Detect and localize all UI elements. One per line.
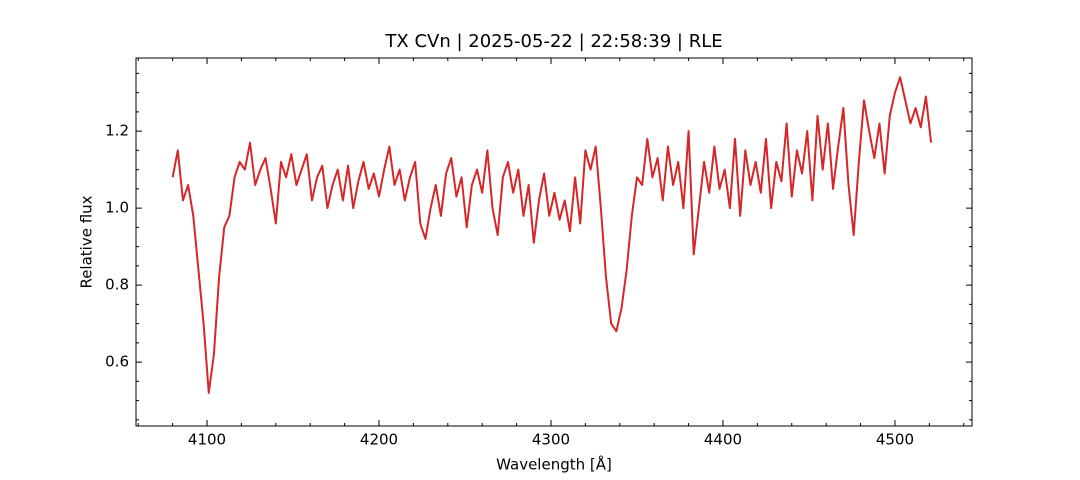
x-tick-label: 4500 [876,431,914,449]
x-tick-label: 4400 [704,431,742,449]
x-tick-label: 4200 [360,431,398,449]
x-tick-label: 4100 [188,431,226,449]
y-tick-label: 1.0 [105,199,129,217]
y-tick-label: 0.6 [105,353,129,371]
y-tick-label: 0.8 [105,276,129,294]
x-tick-label: 4300 [532,431,570,449]
chart-title: TX CVn | 2025-05-22 | 22:58:39 | RLE [384,31,722,52]
plot-frame [135,57,973,427]
spectrum-line [171,76,933,394]
x-axis-label: Wavelength [Å] [496,455,612,474]
y-tick-label: 1.2 [105,122,129,140]
y-axis-label: Relative flux [78,195,96,288]
